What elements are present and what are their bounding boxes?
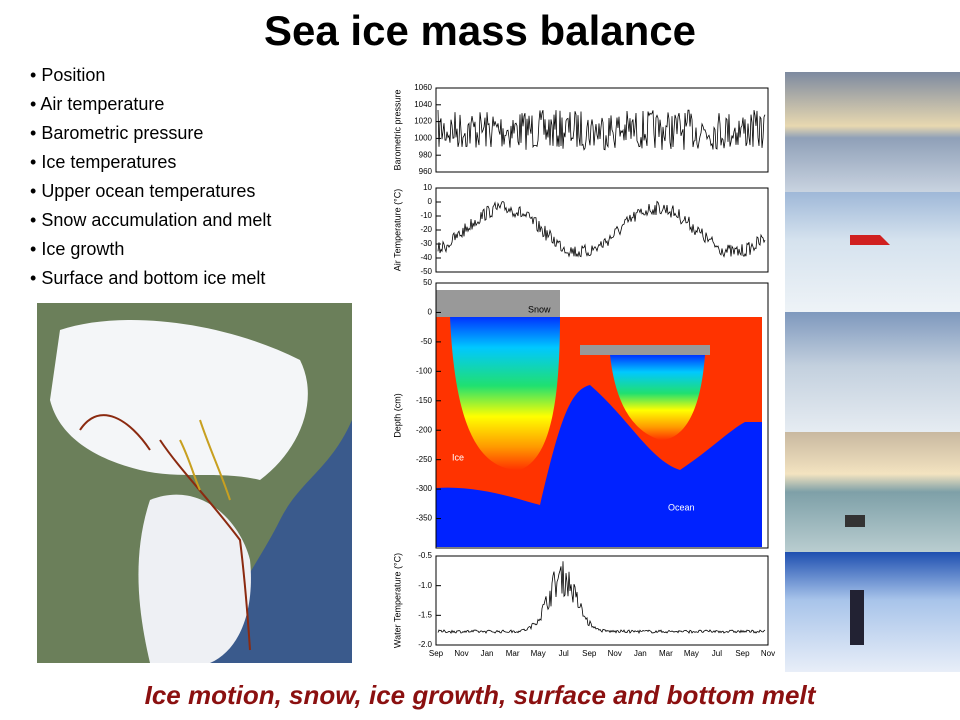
y-tick-label: 10 [423,183,432,192]
bullet: • Snow accumulation and melt [30,210,271,230]
trace [437,561,766,635]
y-tick-label: -1.5 [418,610,432,619]
x-tick-label: Jul [559,649,569,658]
y-axis-label: Air Temperature (°C) [392,189,402,271]
y-tick-label: 0 [428,197,433,206]
x-tick-label: Sep [582,649,597,658]
y-tick-label: -0.5 [418,551,432,560]
y-tick-label: 1060 [414,83,432,92]
y-tick-label: 50 [423,278,432,287]
trace [437,200,766,258]
y-tick-label: -250 [416,455,433,464]
y-tick-label: -50 [420,337,432,346]
y-tick-label: -200 [416,425,433,434]
trace [437,109,766,151]
bullet: • Ice growth [30,239,124,259]
region-label: Ice [452,452,464,462]
x-tick-label: Nov [761,649,775,658]
y-tick-label: -350 [416,514,433,523]
y-tick-label: 960 [419,167,433,176]
region-label: Ocean [668,502,695,512]
y-tick-label: 0 [428,308,433,317]
map [37,303,352,663]
y-tick-label: -30 [420,239,432,248]
y-tick-label: 980 [419,150,433,159]
x-tick-label: Nov [454,649,468,658]
y-tick-label: 1000 [414,134,432,143]
bullet: • Ice temperatures [30,152,176,172]
photos [785,72,960,672]
region-label: Snow [528,304,551,314]
x-tick-label: Nov [608,649,622,658]
y-tick-label: 1040 [414,100,432,109]
panel-frame [435,555,769,646]
title: Sea ice mass balance [264,7,696,54]
y-tick-label: -20 [420,225,432,234]
x-tick-label: May [684,649,699,658]
y-tick-label: 1020 [414,117,432,126]
x-tick-label: Jan [634,649,647,658]
panel-frame [435,187,769,273]
y-tick-label: -10 [420,211,432,220]
y-tick-label: -100 [416,366,433,375]
ice-contours [436,290,762,547]
x-tick-label: May [531,649,546,658]
x-tick-label: Mar [659,649,673,658]
x-tick-label: Sep [429,649,444,658]
bullet: • Position [30,65,105,85]
y-axis-label: Barometric pressure [392,89,402,170]
y-axis-label: Depth (cm) [392,393,402,438]
y-tick-label: -40 [420,253,432,262]
caption: Ice motion, snow, ice growth, surface an… [145,680,817,710]
x-tick-label: Jul [712,649,722,658]
y-tick-label: -1.0 [418,581,432,590]
y-axis-label: Water Temperature (°C) [392,553,402,648]
y-tick-label: -50 [420,267,432,276]
y-tick-label: -2.0 [418,640,432,649]
bullet: • Upper ocean temperatures [30,181,255,201]
panel-frame [435,87,769,173]
bullet: • Barometric pressure [30,123,203,143]
x-tick-label: Jan [481,649,494,658]
y-tick-label: -150 [416,396,433,405]
bullet: • Air temperature [30,94,164,114]
bullet: • Surface and bottom ice melt [30,268,265,288]
x-tick-label: Sep [735,649,750,658]
panel-frame [435,282,769,549]
x-tick-label: Mar [506,649,520,658]
y-tick-label: -300 [416,484,433,493]
